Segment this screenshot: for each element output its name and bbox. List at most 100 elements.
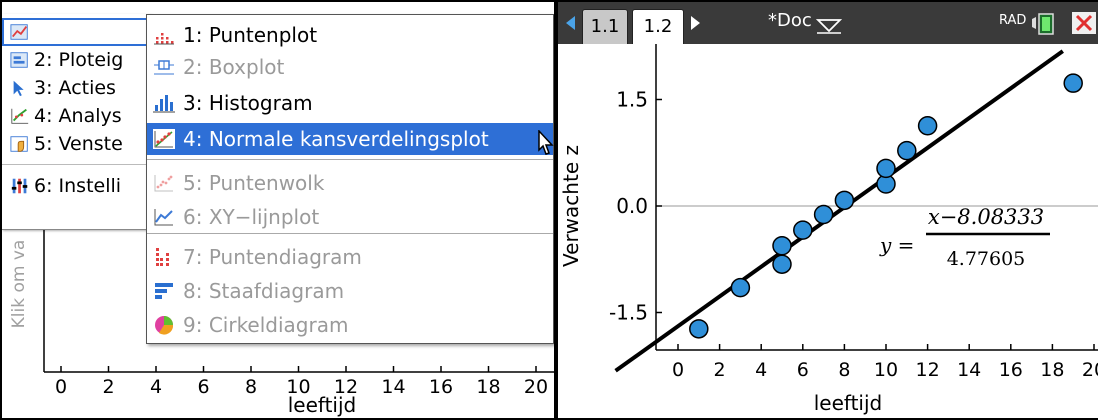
- right-calculator-screen: 1.1 1.2 *Doc RAD 0 2 4 6 8 10 12 14 16 18 20 1.5 0.0…: [558, 2, 1098, 418]
- submenu-item-label: 6: XY−lijnplot: [183, 205, 320, 229]
- submenu-item-label: 3: Histogram: [183, 91, 313, 115]
- submenu-item-label: 9: Cirkeldiagram: [183, 313, 349, 337]
- submenu-item-3[interactable]: 3: Histogram: [147, 87, 553, 119]
- settings-icon: [11, 178, 28, 194]
- x-tick-label: 16: [999, 359, 1023, 381]
- data-point[interactable]: [772, 236, 792, 256]
- data-point[interactable]: [689, 319, 709, 339]
- xy-line-plot-icon: [154, 209, 173, 226]
- analyze-icon: [11, 108, 29, 124]
- submenu-item-6[interactable]: 6: XY−lijnplot: [147, 201, 553, 233]
- x-tick-label: 8: [838, 359, 850, 381]
- data-point[interactable]: [813, 204, 834, 225]
- y-tick-label: -1.5: [609, 301, 648, 325]
- left-x-tick-label: 0: [55, 376, 67, 398]
- left-x-tick-label: 6: [197, 376, 209, 398]
- actions-cursor-icon: [13, 80, 24, 97]
- data-point[interactable]: [897, 140, 917, 161]
- menu-item-label: 4: Analys: [34, 105, 122, 127]
- histogram-icon: [153, 95, 175, 113]
- x-tick-label: 2: [714, 359, 726, 381]
- submenu-item-label: 4: Normale kansverdelingsplot: [183, 127, 489, 151]
- submenu-item-label: 7: Puntendiagram: [183, 245, 362, 269]
- menu-item-label: 5: Venste: [34, 133, 123, 155]
- plot-type-submenu: 1: Puntenplot 2: Boxplot 3: Histogram 4: No…: [146, 14, 554, 344]
- submenu-item-8[interactable]: 8: Staafdiagram: [147, 275, 553, 307]
- left-x-tick-label: 4: [150, 376, 162, 398]
- menu-separator: [2, 164, 152, 165]
- submenu-item-2[interactable]: 2: Boxplot: [147, 51, 553, 83]
- normal-probability-plot-icon: [153, 129, 175, 149]
- data-point[interactable]: [834, 190, 855, 211]
- submenu-item-label: 2: Boxplot: [183, 55, 285, 79]
- left-x-axis-label: leeftijd: [288, 393, 357, 417]
- plot-context-menu: 1: Plot-ty 2: Ploteig 3: Acties 4: Analys 5:…: [2, 14, 152, 230]
- tab-1-1[interactable]: 1.1: [582, 9, 628, 44]
- window-zoom-icon: [10, 136, 28, 152]
- y-axis-label: Verwachte z: [559, 145, 583, 267]
- submenu-item-5[interactable]: 5: Puntenwolk: [147, 167, 553, 199]
- submenu-item-9[interactable]: 9: Cirkeldiagram: [147, 309, 553, 341]
- tab-left-arrow-icon[interactable]: [566, 16, 576, 30]
- menu-item-6[interactable]: 6: Instelli: [2, 172, 152, 200]
- scatter-plot-icon: [154, 175, 173, 192]
- data-point[interactable]: [772, 254, 792, 274]
- mouse-pointer-icon: [538, 130, 554, 155]
- x-tick-label: 20: [1082, 359, 1098, 381]
- data-point[interactable]: [876, 158, 896, 179]
- formula-denominator: 4.77605: [947, 248, 1026, 270]
- formula-numerator: x−8.08333: [928, 205, 1044, 229]
- data-point[interactable]: [793, 220, 813, 240]
- left-x-tick-label: 12: [334, 376, 358, 398]
- menu-item-2[interactable]: 2: Ploteig: [2, 46, 152, 74]
- left-x-tick-label: 8: [245, 376, 257, 398]
- close-icon[interactable]: [1072, 12, 1096, 34]
- document-toolbar: 1.1 1.2 *Doc RAD: [558, 2, 1098, 44]
- submenu-item-1[interactable]: 1: Puntenplot: [147, 19, 553, 51]
- data-point[interactable]: [917, 116, 938, 136]
- submenu-item-label: 8: Staafdiagram: [183, 279, 345, 303]
- angle-mode-indicator: RAD: [999, 13, 1027, 28]
- y-tick-label: 1.5: [616, 88, 648, 112]
- submenu-separator: [147, 159, 553, 160]
- tab-right-arrow-icon[interactable]: [690, 16, 700, 30]
- regression-line[interactable]: [614, 49, 1064, 373]
- data-point[interactable]: [1063, 73, 1083, 93]
- submenu-item-4[interactable]: 4: Normale kansverdelingsplot: [147, 123, 553, 155]
- x-tick-label: 14: [957, 359, 981, 381]
- menu-item-3[interactable]: 3: Acties: [2, 74, 152, 102]
- menu-item-label: 3: Acties: [34, 77, 116, 99]
- y-tick-label: 0.0: [616, 194, 648, 218]
- data-point[interactable]: [730, 277, 751, 298]
- plot-type-icon: [10, 24, 28, 40]
- box-plot-icon: [154, 60, 174, 75]
- left-x-tick-label: 18: [476, 376, 500, 398]
- regression-formula[interactable]: y = x−8.08333 4.77605: [879, 205, 1050, 270]
- x-tick-label: 4: [755, 359, 767, 381]
- left-y-axis-hint[interactable]: Klik om va: [9, 240, 29, 329]
- menu-item-label: 6: Instelli: [34, 175, 122, 197]
- dot-chart-icon: [156, 248, 169, 266]
- x-axis-label: leeftijd: [814, 391, 883, 415]
- menu-item-5[interactable]: 5: Venste: [2, 130, 152, 158]
- normal-probability-plot[interactable]: 0 2 4 6 8 10 12 14 16 18 20 1.5 0.0 -1.5 y = x−8.0833…: [558, 44, 1098, 418]
- left-x-tick-label: 10: [286, 376, 310, 398]
- document-title: *Doc: [768, 10, 812, 31]
- menu-item-1[interactable]: 1: Plot-ty: [2, 18, 152, 46]
- x-tick-label: 12: [916, 359, 940, 381]
- menu-item-4[interactable]: 4: Analys: [2, 102, 152, 130]
- menu-item-label: 2: Ploteig: [34, 49, 124, 71]
- battery-icon: [1032, 13, 1054, 35]
- plot-properties-icon: [10, 52, 28, 68]
- left-x-tick-label: 14: [381, 376, 405, 398]
- left-plot-area[interactable]: 0 2 4 6 8 10 12 14 16 18 20 leeftijd Klik om va: [2, 2, 554, 418]
- submenu-item-7[interactable]: 7: Puntendiagram: [147, 241, 553, 273]
- x-tick-label: 6: [797, 359, 809, 381]
- pie-chart-icon: [155, 316, 174, 335]
- left-x-tick-label: 16: [429, 376, 453, 398]
- dot-plot-icon: [154, 33, 174, 45]
- tab-1-2[interactable]: 1.2: [632, 9, 684, 44]
- submenu-separator: [147, 233, 553, 234]
- document-dropdown-icon[interactable]: [816, 18, 842, 34]
- x-tick-label: 18: [1040, 359, 1064, 381]
